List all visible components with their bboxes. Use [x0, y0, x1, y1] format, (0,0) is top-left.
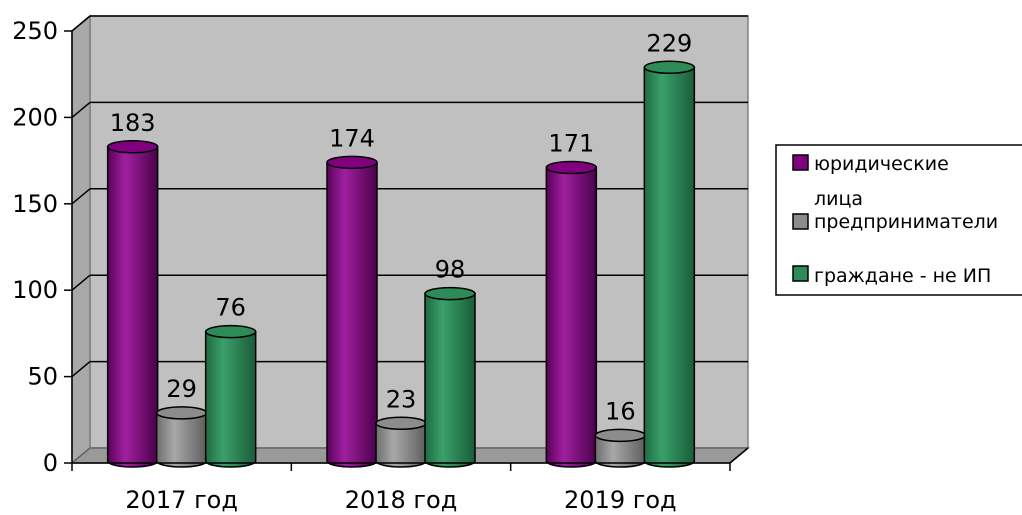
- bar-top-1-2: [594, 428, 647, 443]
- gridline-side-3: [71, 188, 91, 205]
- bar-top-2-0: [204, 324, 257, 339]
- x-tick-label-2: 2019 год: [564, 486, 677, 514]
- gridline-side-1: [71, 361, 91, 378]
- data-label-0-2: 171: [548, 130, 594, 158]
- x-axis-depth: [729, 447, 749, 464]
- plot-back-wall: [89, 15, 749, 449]
- plot-side-wall: [71, 14, 91, 465]
- bar-top-1-0: [155, 406, 208, 420]
- bar-top-0-2: [545, 160, 598, 175]
- data-label-1-2: 16: [605, 397, 636, 425]
- bars: [106, 60, 696, 468]
- data-label-0-1: 174: [329, 124, 375, 152]
- legend-swatch-2: [792, 265, 809, 282]
- data-label-1-0: 29: [166, 375, 197, 403]
- data-label-2-0: 76: [215, 294, 246, 322]
- legend-label-2: граждане - не ИП: [814, 265, 991, 287]
- x-tick-label-1: 2018 год: [345, 486, 458, 514]
- y-tick-label-2: 100: [12, 276, 58, 304]
- axes: 0 50 100 150 200 250 2017 год 2018 год 2019 год: [12, 17, 749, 514]
- bar-top-2-2: [643, 60, 696, 75]
- legend-label-1: предприниматели: [814, 211, 998, 233]
- bar-1-0: [155, 412, 208, 468]
- gridline-side-2: [71, 274, 91, 291]
- y-tick-label-4: 200: [12, 103, 58, 131]
- data-label-2-2: 229: [646, 29, 692, 57]
- bar-top-0-0: [106, 140, 159, 154]
- legend-swatch-0: [792, 154, 809, 171]
- data-label-2-1: 98: [435, 256, 466, 284]
- gridlines: [71, 15, 748, 378]
- bar-0-0: [106, 146, 159, 468]
- y-tick-label-3: 150: [12, 190, 58, 218]
- legend-box: [775, 144, 1022, 296]
- bar-2-0: [204, 330, 257, 468]
- bar-2-2: [643, 66, 696, 468]
- legend-swatch-1: [792, 213, 809, 230]
- gridline-side-4: [71, 101, 91, 118]
- gridline-side-5: [71, 15, 91, 32]
- bar-top-1-1: [375, 416, 427, 431]
- bar-0-1: [326, 161, 378, 468]
- legend-label-0: юридические лица: [814, 153, 949, 210]
- x-tick-label-0: 2017 год: [125, 486, 238, 514]
- data-label-0-0: 183: [110, 109, 156, 137]
- bar-top-0-1: [326, 155, 378, 170]
- labels: 183 29 76 174 23 98 171 16 229: [110, 29, 692, 425]
- bar-0-2: [545, 166, 598, 468]
- bar-top-2-1: [424, 286, 476, 301]
- y-tick-label-5: 250: [12, 17, 58, 45]
- y-tick-label-1: 50: [27, 363, 58, 391]
- bar-2-1: [424, 292, 476, 468]
- y-tick-label-0: 0: [43, 449, 58, 477]
- data-label-1-1: 23: [386, 385, 417, 413]
- legend: юридические лица предприниматели граждане…: [775, 144, 1022, 296]
